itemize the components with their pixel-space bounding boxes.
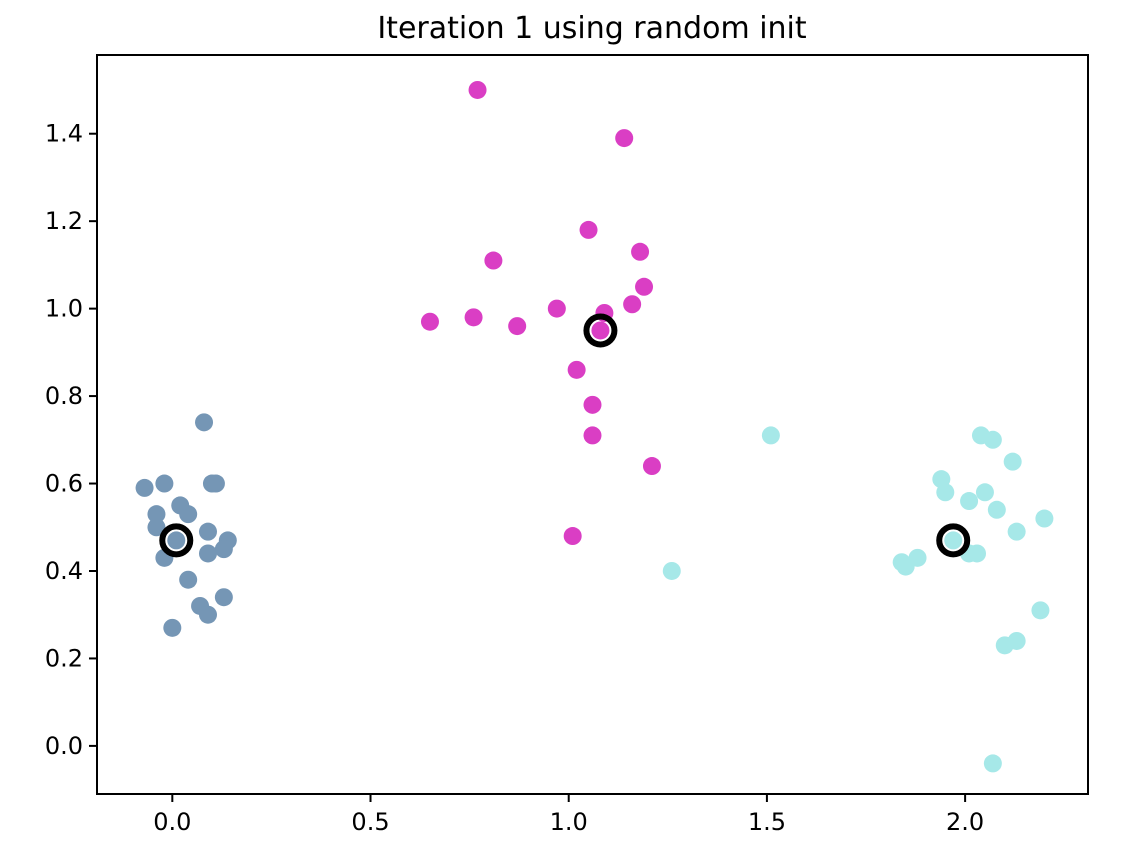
- data-point: [591, 321, 610, 340]
- data-point: [198, 605, 217, 624]
- data-point: [147, 518, 166, 537]
- x-tick-label: 1.0: [550, 808, 588, 836]
- data-point: [944, 531, 963, 550]
- data-point: [198, 522, 217, 541]
- y-tick-label: 0.0: [45, 732, 83, 760]
- x-tick-label: 1.5: [748, 808, 786, 836]
- data-point: [147, 505, 166, 524]
- data-point: [135, 478, 154, 497]
- data-point: [960, 492, 979, 511]
- data-point: [420, 312, 439, 331]
- data-point: [567, 360, 586, 379]
- y-tick-label: 1.2: [45, 207, 83, 235]
- centroid-marker: [583, 313, 618, 348]
- x-tick-label: 0.0: [153, 808, 191, 836]
- x-tick-label: 2.0: [946, 808, 984, 836]
- data-point: [968, 544, 987, 563]
- points-layer: [135, 80, 1054, 773]
- data-point: [623, 295, 642, 314]
- data-point: [214, 588, 233, 607]
- data-point: [198, 544, 217, 563]
- data-point: [484, 251, 503, 270]
- data-point: [163, 618, 182, 637]
- data-point: [662, 561, 681, 580]
- y-tick-label: 0.2: [45, 644, 83, 672]
- data-point: [547, 299, 566, 318]
- y-tick-label: 1.0: [45, 295, 83, 323]
- data-point: [583, 426, 602, 445]
- data-point: [179, 505, 198, 524]
- centroid-marker: [159, 523, 194, 558]
- data-point: [936, 483, 955, 502]
- data-point: [975, 483, 994, 502]
- data-point: [1003, 452, 1022, 471]
- centroid-marker: [936, 523, 971, 558]
- data-point: [468, 80, 487, 99]
- data-point: [464, 308, 483, 327]
- data-point: [195, 413, 214, 432]
- data-point: [615, 129, 634, 148]
- data-point: [563, 527, 582, 546]
- data-point: [579, 220, 598, 239]
- y-tick-label: 0.8: [45, 382, 83, 410]
- x-tick-label: 0.5: [351, 808, 389, 836]
- data-point: [179, 570, 198, 589]
- chart-title: Iteration 1 using random init: [377, 11, 807, 46]
- y-axis: 0.0 0.2 0.4 0.6 0.8 1.0 1.2 1.4: [45, 120, 97, 760]
- data-point: [1031, 601, 1050, 620]
- centroids-layer: [159, 313, 971, 558]
- data-point: [583, 395, 602, 414]
- y-tick-label: 0.4: [45, 557, 83, 585]
- data-point: [635, 277, 654, 296]
- data-point: [995, 636, 1014, 655]
- data-point: [214, 540, 233, 559]
- data-point: [206, 474, 225, 493]
- data-point: [761, 426, 780, 445]
- data-point: [631, 242, 650, 261]
- y-tick-label: 0.6: [45, 470, 83, 498]
- data-point: [983, 754, 1002, 773]
- data-point: [987, 500, 1006, 519]
- x-axis: 0.0 0.5 1.0 1.5 2.0: [153, 794, 984, 836]
- y-tick-label: 1.4: [45, 120, 83, 148]
- data-point: [155, 474, 174, 493]
- data-point: [908, 548, 927, 567]
- data-point: [167, 531, 186, 550]
- data-point: [642, 457, 661, 476]
- data-point: [1035, 509, 1054, 528]
- data-point: [1007, 522, 1026, 541]
- data-point: [983, 430, 1002, 449]
- plot-frame: [96, 54, 1089, 795]
- data-point: [508, 317, 527, 336]
